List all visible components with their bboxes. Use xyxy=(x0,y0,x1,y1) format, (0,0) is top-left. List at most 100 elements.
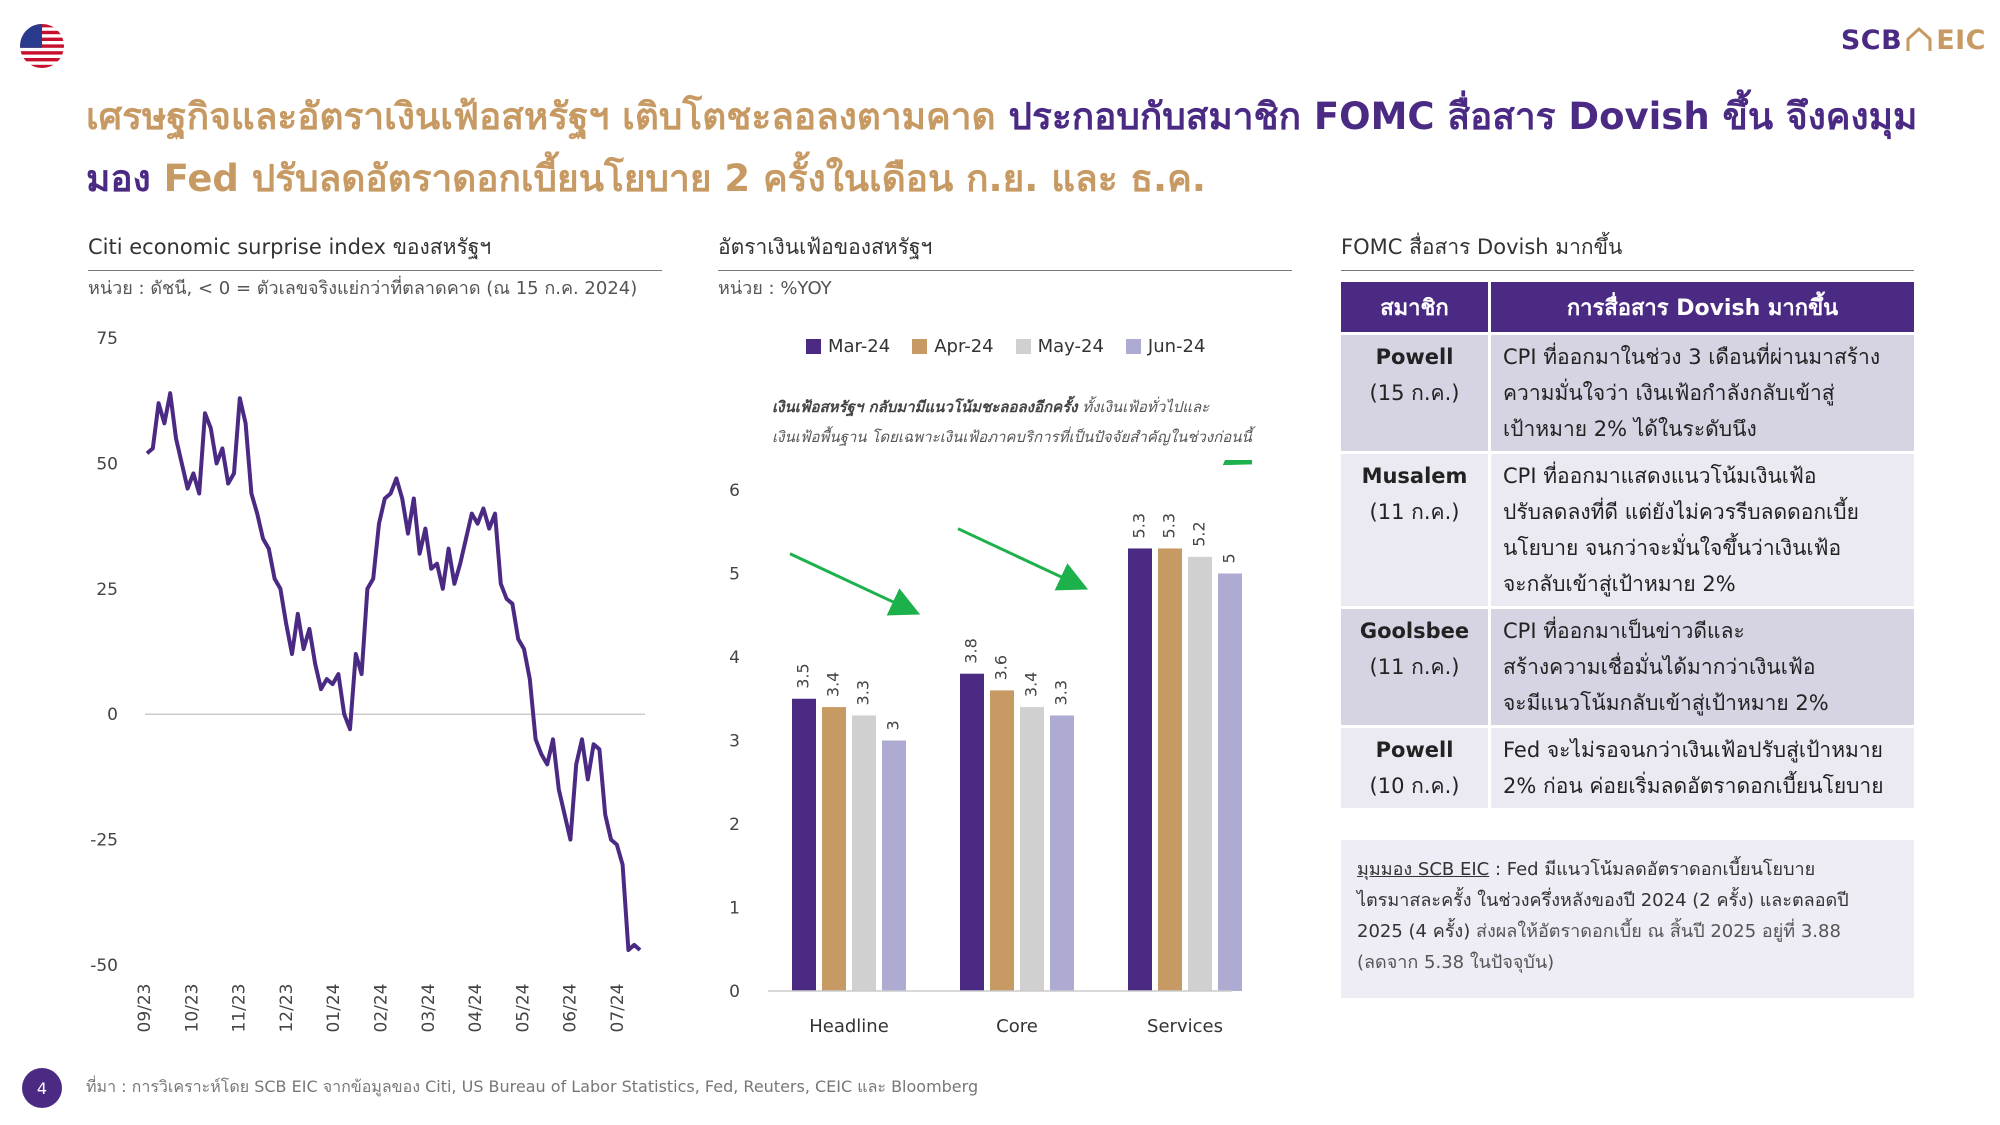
member-date: (11 ก.ค.) xyxy=(1369,655,1460,679)
bar xyxy=(990,690,1014,991)
bar-data-label: 3.8 xyxy=(962,638,981,663)
member-name: Powell xyxy=(1375,738,1454,762)
inflation-chart-subtitle: หน่วย : %YOY xyxy=(718,278,832,299)
legend-label: May-24 xyxy=(1037,336,1104,357)
bar xyxy=(1020,707,1044,991)
legend-swatch xyxy=(912,339,928,354)
legend-swatch xyxy=(1125,339,1141,354)
fomc-header-row: สมาชิก การสื่อสาร Dovish มากขึ้น xyxy=(1341,282,1914,332)
comm-cell: CPI ที่ออกมาเป็นข่าวดีและ สร้างความเชื่อ… xyxy=(1491,606,1914,725)
scb-eic-view-box: มุมมอง SCB EIC : Fed มีแนวโน้มลดอัตราดอก… xyxy=(1341,840,1914,998)
bar-data-label: 3.3 xyxy=(854,680,873,705)
us-flag-icon xyxy=(20,24,64,68)
y-tick-label: 6 xyxy=(729,481,740,501)
category-label: Services xyxy=(1147,1016,1223,1037)
x-tick-label: 02/24 xyxy=(372,984,392,1033)
y-tick-label: 4 xyxy=(729,648,740,668)
category-label: Core xyxy=(996,1016,1038,1037)
view-line-1: : Fed มีแนวโน้มลดอัตราดอกเบี้ยนโยบาย xyxy=(1489,859,1816,880)
bar xyxy=(1188,556,1212,991)
bar-data-label: 3.4 xyxy=(1022,672,1041,697)
x-tick-label: 06/24 xyxy=(561,984,581,1033)
legend-item-apr-24: Apr-24 xyxy=(912,336,994,357)
bar-data-label: 5.3 xyxy=(1130,513,1149,538)
bar-data-label: 5.3 xyxy=(1160,513,1179,538)
logo-eic-text: EIC xyxy=(1936,24,1986,56)
legend-item-jun-24: Jun-24 xyxy=(1125,336,1206,357)
x-tick-label: 03/24 xyxy=(419,984,439,1033)
bar-data-label: 3.5 xyxy=(794,663,813,688)
comm-line: CPI ที่ออกมาเป็นข่าวดีและ xyxy=(1503,619,1745,643)
series-line xyxy=(145,391,642,952)
legend-label: Jun-24 xyxy=(1147,336,1206,357)
view-line-3: ส่งผลให้อัตราดอกเบี้ย ณ สิ้นปี 2025 อยู่… xyxy=(1470,921,1841,942)
y-tick-label: 0 xyxy=(107,705,118,725)
comm-line: CPI ที่ออกมาในช่วง 3 เดือนที่ผ่านมาสร้าง xyxy=(1503,345,1881,369)
x-tick-label: 12/23 xyxy=(277,984,297,1033)
legend-item-may-24: May-24 xyxy=(1015,336,1104,357)
inflation-annotation: เงินเฟ้อสหรัฐฯ กลับมามีแนวโน้มชะลอลงอีกค… xyxy=(772,392,1292,452)
member-name: Musalem xyxy=(1361,464,1468,488)
bar xyxy=(1158,548,1182,991)
table-row: Powell (15 ก.ค.) CPI ที่ออกมาในช่วง 3 เด… xyxy=(1341,332,1914,451)
member-date: (11 ก.ค.) xyxy=(1369,500,1460,524)
page-number: 4 xyxy=(22,1068,62,1108)
member-cell: Powell (10 ก.ค.) xyxy=(1341,725,1491,808)
comm-line: จะกลับเข้าสู่เป้าหมาย 2% xyxy=(1503,572,1736,596)
y-tick-label: 75 xyxy=(96,329,118,349)
bar xyxy=(1050,715,1074,991)
member-name: Powell xyxy=(1375,345,1454,369)
comm-line: จะมีแนวโน้มกลับเข้าสู่เป้าหมาย 2% xyxy=(1503,691,1829,715)
x-tick-label: 04/24 xyxy=(466,984,486,1033)
member-cell: Musalem (11 ก.ค.) xyxy=(1341,451,1491,606)
source-note: ที่มา : การวิเคราะห์โดย SCB EIC จากข้อมู… xyxy=(86,1077,979,1096)
bar xyxy=(792,698,816,991)
view-line-2: ไตรมาสละครั้ง ในช่วงครึ่งหลังของปี 2024 … xyxy=(1357,890,1849,911)
bar xyxy=(960,673,984,991)
headline-part-3: Fed ปรับลดอัตราดอกเบี้ยนโยบาย 2 ครั้งในเ… xyxy=(163,157,1206,200)
bar xyxy=(882,740,906,991)
table-row: Goolsbee (11 ก.ค.) CPI ที่ออกมาเป็นข่าวด… xyxy=(1341,606,1914,725)
comm-cell: CPI ที่ออกมาแสดงแนวโน้มเงินเฟ้อ ปรับลดลง… xyxy=(1491,451,1914,606)
scb-eic-logo: SCB EIC xyxy=(1841,20,1986,60)
legend-item-mar-24: Mar-24 xyxy=(806,336,890,357)
x-tick-label: 10/23 xyxy=(182,984,202,1033)
citi-chart-title: Citi economic surprise index ของสหรัฐฯ xyxy=(88,232,662,271)
headline-part-2: ประกอบกับสมาชิก FOMC สื่อสาร Dovish ขึ้น… xyxy=(86,95,1918,200)
member-cell: Powell (15 ก.ค.) xyxy=(1341,332,1491,451)
bar-data-label: 3.6 xyxy=(992,655,1011,680)
comm-line: ปรับลดลงที่ดี แต่ยังไม่ควรรีบลดดอกเบี้ย xyxy=(1503,500,1859,524)
annotation-rest: ทั้งเงินเฟ้อทั่วไปและ xyxy=(1077,398,1210,416)
page-title: เศรษฐกิจและอัตราเงินเฟ้อสหรัฐฯ เติบโตชะล… xyxy=(86,86,1966,210)
view-line-4: (ลดจาก 5.38 ในปัจจุบัน) xyxy=(1357,952,1555,973)
comm-line: 2% ก่อน ค่อยเริ่มลดอัตราดอกเบี้ยนโยบาย xyxy=(1503,774,1884,798)
y-tick-label: 3 xyxy=(729,732,740,752)
comm-line: CPI ที่ออกมาแสดงแนวโน้มเงินเฟ้อ xyxy=(1503,464,1817,488)
member-name: Goolsbee xyxy=(1359,619,1470,643)
col-member-header: สมาชิก xyxy=(1341,282,1491,332)
bar-data-label: 5.2 xyxy=(1190,521,1209,546)
y-tick-label: 50 xyxy=(96,454,118,474)
y-tick-label: -25 xyxy=(90,831,118,851)
legend-swatch xyxy=(1015,339,1031,354)
bar-data-label: 3.4 xyxy=(824,672,843,697)
member-date: (10 ก.ค.) xyxy=(1369,774,1460,798)
member-date: (15 ก.ค.) xyxy=(1369,381,1460,405)
category-label: Headline xyxy=(809,1016,889,1037)
citi-surprise-line-chart: 75 50 25 0 -25 -50 09/23 10/23 11/23 12/23 01/24 0… xyxy=(90,329,645,1033)
comm-line: เป้าหมาย 2% ได้ในระดับนึง xyxy=(1503,417,1757,441)
inflation-bar-chart: 0 1 2 3 4 5 6 3.5 3.4 3.3 3 3.8 3.6 3.4 3.3 5.3 5.3 5.2 5… xyxy=(729,460,1252,1037)
fomc-table: สมาชิก การสื่อสาร Dovish มากขึ้น Powell … xyxy=(1341,282,1914,808)
bar xyxy=(1218,573,1242,991)
view-line-3-strong: 2025 (4 ครั้ง) xyxy=(1357,921,1471,942)
comm-cell: Fed จะไม่รอจนกว่าเงินเฟ้อปรับสู่เป้าหมาย… xyxy=(1491,725,1914,808)
y-tick-label: 0 xyxy=(729,982,740,1002)
y-tick-label: 25 xyxy=(96,580,118,600)
y-tick-label: 1 xyxy=(729,899,740,919)
y-tick-label: 2 xyxy=(729,815,740,835)
col-comm-header: การสื่อสาร Dovish มากขึ้น xyxy=(1491,282,1914,332)
x-tick-label: 07/24 xyxy=(608,984,628,1033)
bar-data-label: 5 xyxy=(1220,553,1239,563)
inflation-legend: Mar-24 Apr-24 May-24 Jun-24 xyxy=(806,336,1205,357)
fomc-title: FOMC สื่อสาร Dovish มากขึ้น xyxy=(1341,232,1914,271)
